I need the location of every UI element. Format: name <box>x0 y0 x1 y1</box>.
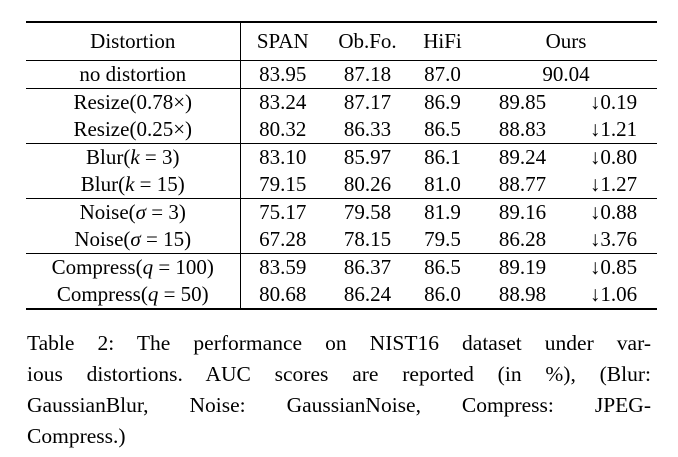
distortion-variable: q <box>142 255 154 279</box>
distortion-label: Resize(0.78×) <box>73 90 193 114</box>
distortion-label-suffix: = 50) <box>158 282 209 306</box>
results-table-container: Distortion SPAN Ob.Fo. HiFi Ours no dist… <box>26 21 657 310</box>
table-row-resize-078: Resize(0.78×) 83.24 87.17 86.9 89.85 ↓0.… <box>26 88 657 116</box>
col-header-ours: Ours <box>475 22 657 61</box>
span-score-cell: 75.17 <box>259 200 307 224</box>
col-header-hifi: HiFi <box>410 22 475 61</box>
distortion-label-suffix: = 15) <box>134 172 185 196</box>
obfo-score-cell: 78.15 <box>325 226 410 254</box>
distortion-variable: q <box>147 282 159 306</box>
distortion-cell: Noise(σ = 3) <box>26 198 241 226</box>
table-row-compress-100: Compress(q = 100) 83.59 86.37 86.5 89.19… <box>26 253 657 281</box>
distortion-cell: Resize(0.78×) <box>26 88 241 116</box>
span-score-cell: 83.95 <box>240 60 325 89</box>
delta-drop-cell: ↓3.76 <box>570 226 657 254</box>
hifi-score-cell: 81.0 <box>410 171 475 199</box>
hifi-score-cell: 79.5 <box>410 226 475 254</box>
table-row-blur-15: Blur(k = 15) 79.15 80.26 81.0 88.77 ↓1.2… <box>26 171 657 199</box>
table-header-row: Distortion SPAN Ob.Fo. HiFi Ours <box>26 22 657 61</box>
ours-score-cell: 89.19 <box>498 255 547 279</box>
distortion-cell: Resize(0.25×) <box>26 116 241 144</box>
table-row-no-distortion: no distortion 83.95 87.18 87.0 90.04 <box>26 60 657 89</box>
distortion-label: Compress( <box>51 255 143 279</box>
col-header-distortion: Distortion <box>26 22 241 61</box>
distortion-label-suffix: = 100) <box>153 255 214 279</box>
span-score-cell: 67.28 <box>240 226 325 254</box>
delta-drop-cell: ↓0.88 <box>589 200 638 224</box>
span-score-cell: 83.10 <box>259 145 307 169</box>
table-row-compress-50: Compress(q = 50) 80.68 86.24 86.0 88.98 … <box>26 281 657 309</box>
ours-score-cell: 90.04 <box>475 60 657 89</box>
distortion-cell: Blur(k = 15) <box>26 171 241 199</box>
caption-line: GaussianBlur, Noise: GaussianNoise, Comp… <box>27 393 651 417</box>
distortion-label: Noise( <box>79 200 136 224</box>
delta-drop-cell: ↓0.85 <box>589 255 638 279</box>
ours-score-cell: 88.98 <box>498 282 547 306</box>
ours-score-cell: 89.16 <box>498 200 547 224</box>
obfo-score-cell: 87.18 <box>325 60 410 89</box>
ours-score-cell: 88.83 <box>475 116 570 144</box>
span-score-cell: 80.32 <box>240 116 325 144</box>
distortion-variable: σ <box>135 200 146 224</box>
distortion-cell: Compress(q = 50) <box>26 281 241 309</box>
delta-drop-cell: ↓0.80 <box>589 145 638 169</box>
ours-score-cell: 88.77 <box>475 171 570 199</box>
distortion-label-suffix: = 3) <box>146 200 186 224</box>
hifi-score-cell: 87.0 <box>410 60 475 89</box>
hifi-score-cell: 81.9 <box>424 200 461 224</box>
delta-drop-cell: ↓0.19 <box>589 90 638 114</box>
table-row-blur-3: Blur(k = 3) 83.10 85.97 86.1 89.24 ↓0.80 <box>26 143 657 171</box>
distortion-variable: k <box>130 145 140 169</box>
table-caption: Table 2: The performance on NIST16 datas… <box>27 328 651 452</box>
distortion-label: Resize(0.25×) <box>73 117 193 141</box>
caption-line: Table 2: The performance on NIST16 datas… <box>27 331 651 355</box>
span-score-cell: 83.59 <box>259 255 307 279</box>
distortion-label-suffix: = 15) <box>140 227 192 251</box>
obfo-score-cell: 86.33 <box>325 116 410 144</box>
hifi-score-cell: 86.5 <box>410 116 475 144</box>
distortion-variable: σ <box>130 227 141 251</box>
delta-drop-cell: ↓1.27 <box>570 171 657 199</box>
distortion-label: Blur( <box>86 145 131 169</box>
caption-line: ious distortions. AUC scores are reporte… <box>27 362 651 386</box>
hifi-score-cell: 86.5 <box>424 255 461 279</box>
delta-drop-cell: ↓1.21 <box>570 116 657 144</box>
col-header-obfo: Ob.Fo. <box>325 22 410 61</box>
distortion-variable: k <box>125 172 135 196</box>
ours-score-cell: 89.24 <box>498 145 547 169</box>
span-score-cell: 80.68 <box>259 282 307 306</box>
col-header-span: SPAN <box>240 22 325 61</box>
obfo-score-cell: 86.37 <box>343 255 392 279</box>
distortion-label: no distortion <box>79 62 187 86</box>
obfo-score-cell: 79.58 <box>343 200 392 224</box>
obfo-score-cell: 86.24 <box>343 282 392 306</box>
distortion-label-suffix: = 3) <box>139 145 180 169</box>
hifi-score-cell: 86.0 <box>424 282 461 306</box>
span-score-cell: 79.15 <box>240 171 325 199</box>
results-table: Distortion SPAN Ob.Fo. HiFi Ours no dist… <box>26 21 657 310</box>
table-row-noise-15: Noise(σ = 15) 67.28 78.15 79.5 86.28 ↓3.… <box>26 226 657 254</box>
distortion-label: Compress( <box>56 282 148 306</box>
distortion-cell: no distortion <box>26 60 241 89</box>
ours-score-cell: 86.28 <box>475 226 570 254</box>
ours-score-cell: 89.85 <box>498 90 547 114</box>
obfo-score-cell: 87.17 <box>343 90 392 114</box>
caption-line: Compress.) <box>27 424 126 448</box>
obfo-score-cell: 85.97 <box>343 145 392 169</box>
delta-drop-cell: ↓1.06 <box>589 282 638 306</box>
distortion-cell: Noise(σ = 15) <box>26 226 241 254</box>
distortion-cell: Blur(k = 3) <box>26 143 241 171</box>
hifi-score-cell: 86.1 <box>424 145 461 169</box>
distortion-label: Noise( <box>74 227 131 251</box>
span-score-cell: 83.24 <box>259 90 307 114</box>
obfo-score-cell: 80.26 <box>325 171 410 199</box>
distortion-label: Blur( <box>80 172 126 196</box>
hifi-score-cell: 86.9 <box>424 90 461 114</box>
distortion-cell: Compress(q = 100) <box>26 253 241 281</box>
table-row-resize-025: Resize(0.25×) 80.32 86.33 86.5 88.83 ↓1.… <box>26 116 657 144</box>
table-row-noise-3: Noise(σ = 3) 75.17 79.58 81.9 89.16 ↓0.8… <box>26 198 657 226</box>
